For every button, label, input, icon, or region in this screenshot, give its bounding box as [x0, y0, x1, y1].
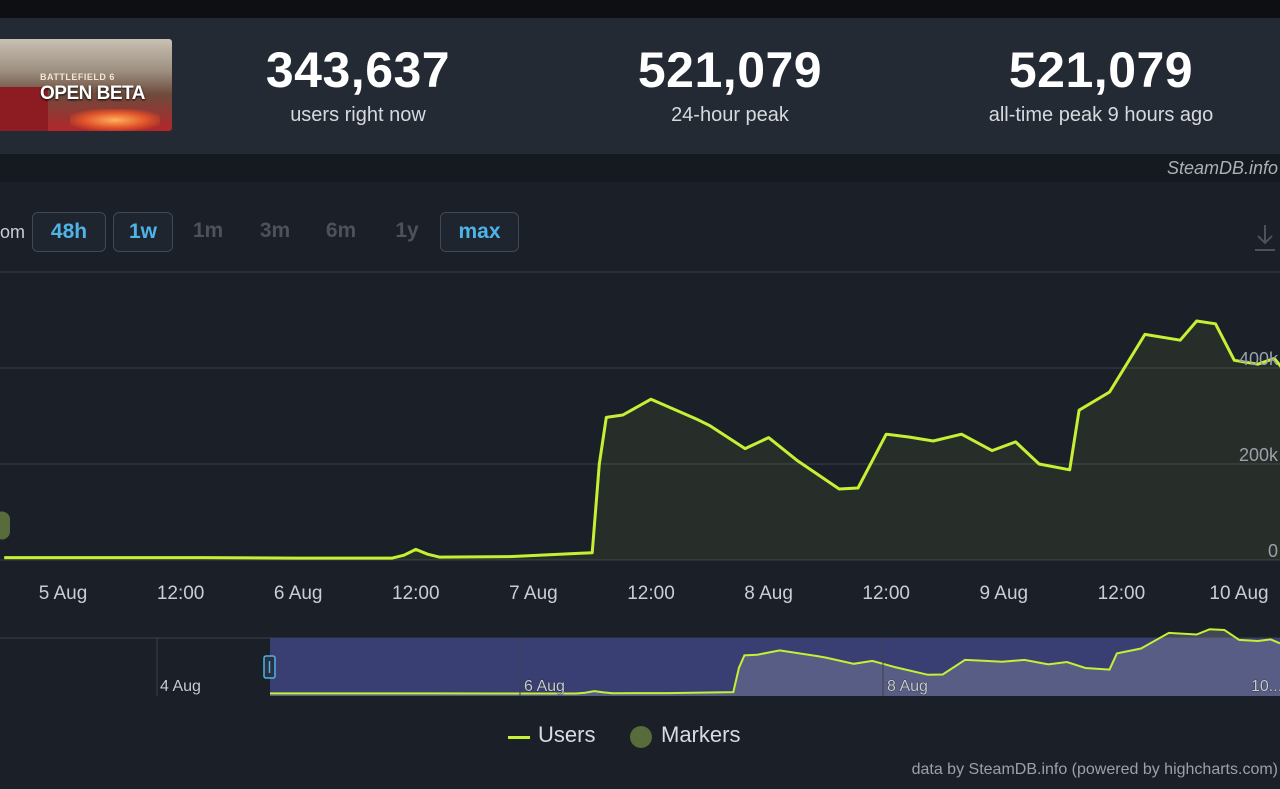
stat-label: users right now	[290, 104, 426, 126]
y-axis-labels: 0 200k 400k	[1239, 349, 1279, 561]
users-area	[4, 321, 1280, 560]
x-tick-label: 12:00	[862, 583, 910, 604]
x-tick-label: 6 Aug	[274, 583, 323, 604]
stat-current-users: 343,637 users right now	[232, 42, 484, 127]
navigator-label: 4 Aug	[160, 678, 201, 695]
stat-value: 521,079	[1008, 42, 1194, 98]
player-count-chart[interactable]: 0 200k 400k 5 Aug 12:00 6 Aug 12:00 7 Aug 12:00…	[0, 260, 1280, 700]
zoom-button-max[interactable]: max	[440, 212, 519, 252]
zoom-button-1y[interactable]: 1y	[395, 219, 419, 242]
x-tick-label: 12:00	[627, 583, 675, 604]
x-tick-label: 12:00	[157, 583, 205, 604]
zoom-button-1m[interactable]: 1m	[192, 219, 224, 242]
zoom-button-3m[interactable]: 3m	[259, 219, 291, 242]
x-tick-label: 9 Aug	[979, 583, 1028, 604]
game-thumbnail[interactable]: BATTLEFIELD 6 OPEN BETA	[0, 39, 172, 131]
stat-label: all-time peak 9 hours ago	[988, 104, 1214, 126]
x-tick-label: 12:00	[392, 583, 440, 604]
credit-bar: SteamDB.info	[0, 154, 1280, 182]
y-tick-label: 400k	[1239, 349, 1279, 369]
legend-markers-label: Markers	[661, 722, 741, 747]
x-axis-labels: 5 Aug 12:00 6 Aug 12:00 7 Aug 12:00 8 Aug 12:00…	[39, 583, 1269, 604]
stat-all-time-peak: 521,079 all-time peak 9 hours ago	[960, 42, 1242, 127]
navigator[interactable]: 4 Aug 6 Aug 8 Aug 10...	[0, 628, 1280, 696]
thumbnail-fire-art	[70, 109, 160, 131]
stat-value: 521,079	[637, 42, 823, 98]
data-source-credit[interactable]: data by SteamDB.info (powered by highcha…	[911, 761, 1278, 778]
y-tick-label: 0	[1268, 541, 1278, 561]
zoom-button-6m[interactable]: 6m	[325, 219, 357, 242]
stat-value: 343,637	[265, 42, 451, 98]
thumbnail-title: OPEN BETA	[40, 83, 145, 104]
users-area-group	[4, 321, 1280, 560]
zoom-button-48h[interactable]: 48h	[32, 212, 106, 252]
stat-label: 24-hour peak	[671, 104, 789, 126]
x-tick-label: 10 Aug	[1209, 583, 1268, 604]
navigator-area	[270, 629, 1280, 696]
thumbnail-barn-art	[0, 87, 48, 131]
zoom-button-1w[interactable]: 1w	[113, 212, 173, 252]
users-series-line[interactable]	[4, 319, 1280, 560]
x-tick-label: 8 Aug	[744, 583, 793, 604]
zoom-label: om	[0, 222, 26, 242]
navigator-label: 10...	[1251, 678, 1280, 695]
legend-users-label: Users	[538, 722, 596, 747]
x-tick-label: 5 Aug	[39, 583, 88, 604]
event-marker[interactable]	[0, 511, 10, 540]
navigator-label: 6 Aug	[524, 678, 565, 695]
download-icon[interactable]	[1252, 222, 1278, 254]
navigator-label: 8 Aug	[887, 678, 928, 695]
window-top-bar	[0, 0, 1280, 18]
y-tick-label: 200k	[1239, 445, 1279, 465]
steamdb-credit[interactable]: SteamDB.info	[1166, 158, 1278, 178]
stat-24h-peak: 521,079 24-hour peak	[604, 42, 856, 127]
legend-users-swatch	[508, 736, 530, 739]
thumbnail-subtitle: BATTLEFIELD 6	[40, 72, 115, 82]
chart-gridlines	[0, 271, 1280, 561]
users-line-group	[4, 319, 1280, 560]
legend-markers-swatch	[630, 726, 652, 748]
x-tick-label: 12:00	[1098, 583, 1146, 604]
x-tick-label: 7 Aug	[509, 583, 558, 604]
markers-group	[0, 511, 10, 540]
stats-panel: BATTLEFIELD 6 OPEN BETA 343,637 users ri…	[0, 18, 1280, 154]
